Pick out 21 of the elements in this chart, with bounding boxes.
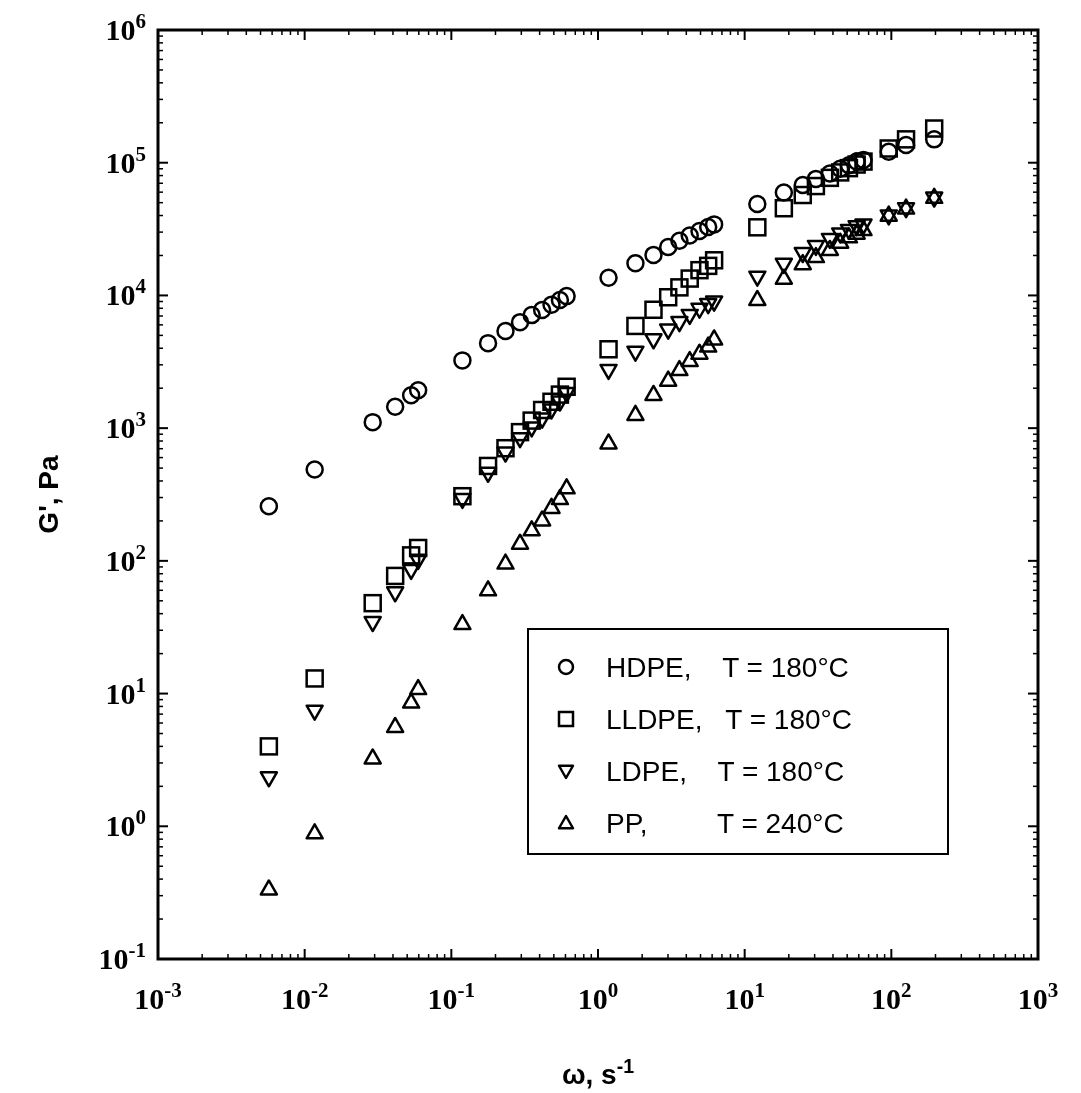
legend-label: HDPE, T = 180°C	[606, 652, 849, 683]
x-tick-label: 10$^{0}$	[577, 978, 619, 1015]
y-tick-label: 10$^{6}$	[105, 9, 146, 46]
x-tick-label: 10$^{-3}$	[134, 978, 182, 1015]
x-tick-label: 10$^{-1}$	[427, 978, 476, 1015]
x-tick-label: 10$^{2}$	[871, 978, 912, 1015]
y-axis-title: G', Pa	[33, 454, 64, 534]
x-axis-title: ω, s$^{-1}$	[561, 1055, 635, 1090]
x-tick-label: 10$^{3}$	[1017, 978, 1059, 1015]
y-tick-label: 10$^{0}$	[105, 805, 146, 843]
y-tick-label: 10$^{2}$	[105, 539, 146, 577]
x-tick-label: 10$^{-2}$	[280, 978, 329, 1015]
y-tick-label: 10$^{3}$	[105, 407, 146, 445]
y-tick-label: 10$^{-1}$	[98, 938, 146, 975]
legend-label: PP, T = 240°C	[606, 808, 844, 839]
x-tick-label: 10$^{1}$	[724, 978, 765, 1015]
y-tick-label: 10$^{5}$	[105, 141, 146, 179]
legend-label: LDPE, T = 180°C	[606, 756, 845, 787]
legend-label: LLDPE, T = 180°C	[606, 704, 852, 735]
y-tick-label: 10$^{1}$	[105, 672, 146, 710]
y-tick-label: 10$^{4}$	[105, 274, 147, 312]
